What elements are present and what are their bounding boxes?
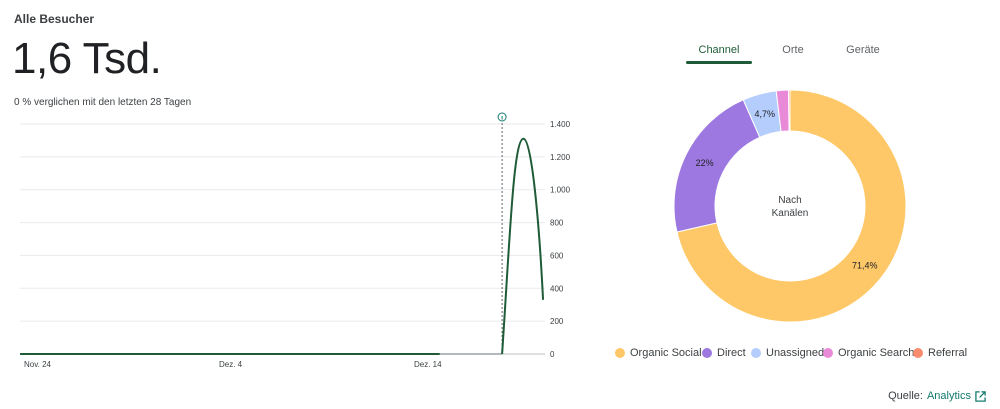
- external-link-icon[interactable]: [975, 390, 986, 402]
- legend-swatch: [913, 348, 923, 358]
- y-tick-label: 1.200: [550, 153, 571, 162]
- line-chart: 0 200 400 600 800 1.000 1.200 1.400 Nov. 24 Dez. …: [20, 112, 571, 369]
- slice-label: 22%: [696, 158, 714, 168]
- legend-swatch: [615, 348, 625, 358]
- y-tick-label: 800: [550, 219, 564, 228]
- analytics-link[interactable]: Analytics: [926, 390, 971, 402]
- x-tick-label: Nov. 24: [24, 360, 52, 369]
- legend-item[interactable]: Organic Social: [615, 347, 702, 359]
- slice-organic-social: [676, 89, 907, 323]
- legend-label: Direct: [717, 347, 746, 359]
- y-tick-label: 1.400: [550, 120, 571, 129]
- center-label: Kanälen: [772, 208, 809, 219]
- tab-geraete[interactable]: Geräte: [846, 44, 880, 56]
- x-tick-label: Dez. 14: [414, 360, 442, 369]
- series-line: [20, 137, 545, 355]
- legend-label: Referral: [928, 347, 968, 359]
- source: Quelle: Analytics: [888, 390, 986, 402]
- center-label: Nach: [778, 195, 801, 206]
- legend-label: Organic Social: [630, 347, 702, 359]
- active-tab-indicator: [686, 61, 752, 64]
- total-visitors: 1,6 Tsd.: [12, 34, 162, 83]
- legend-item[interactable]: Direct: [702, 347, 746, 359]
- slice-label: 4,7%: [755, 109, 776, 119]
- legend-item[interactable]: Referral: [913, 347, 967, 359]
- slice-label: 71,4%: [852, 260, 878, 270]
- slice-direct: [673, 99, 761, 233]
- y-tick-label: 200: [550, 317, 564, 326]
- legend-swatch: [751, 348, 761, 358]
- tab-orte[interactable]: Orte: [782, 44, 804, 56]
- x-tick-label: Dez. 4: [219, 360, 243, 369]
- y-tick-label: 600: [550, 251, 564, 260]
- slice-referral: [788, 89, 791, 132]
- y-tick-label: 400: [550, 284, 564, 293]
- comparison-text: 0 % verglichen mit den letzten 28 Tagen: [14, 97, 192, 108]
- legend-swatch: [823, 348, 833, 358]
- donut-chart: 71,4% 22% 4,7% Nach Kanälen: [673, 89, 907, 323]
- legend-item[interactable]: Organic Search: [823, 347, 914, 359]
- y-tick-label: 0: [550, 350, 555, 359]
- legend-item[interactable]: Unassigned: [751, 347, 824, 359]
- legend-label: Organic Search: [838, 347, 915, 359]
- legend-label: Unassigned: [766, 347, 825, 359]
- legend-swatch: [702, 348, 712, 358]
- source-label: Quelle:: [888, 390, 923, 402]
- y-tick-label: 1.000: [550, 186, 571, 195]
- tab-channel[interactable]: Channel: [698, 44, 740, 56]
- card-title: Alle Besucher: [14, 12, 95, 26]
